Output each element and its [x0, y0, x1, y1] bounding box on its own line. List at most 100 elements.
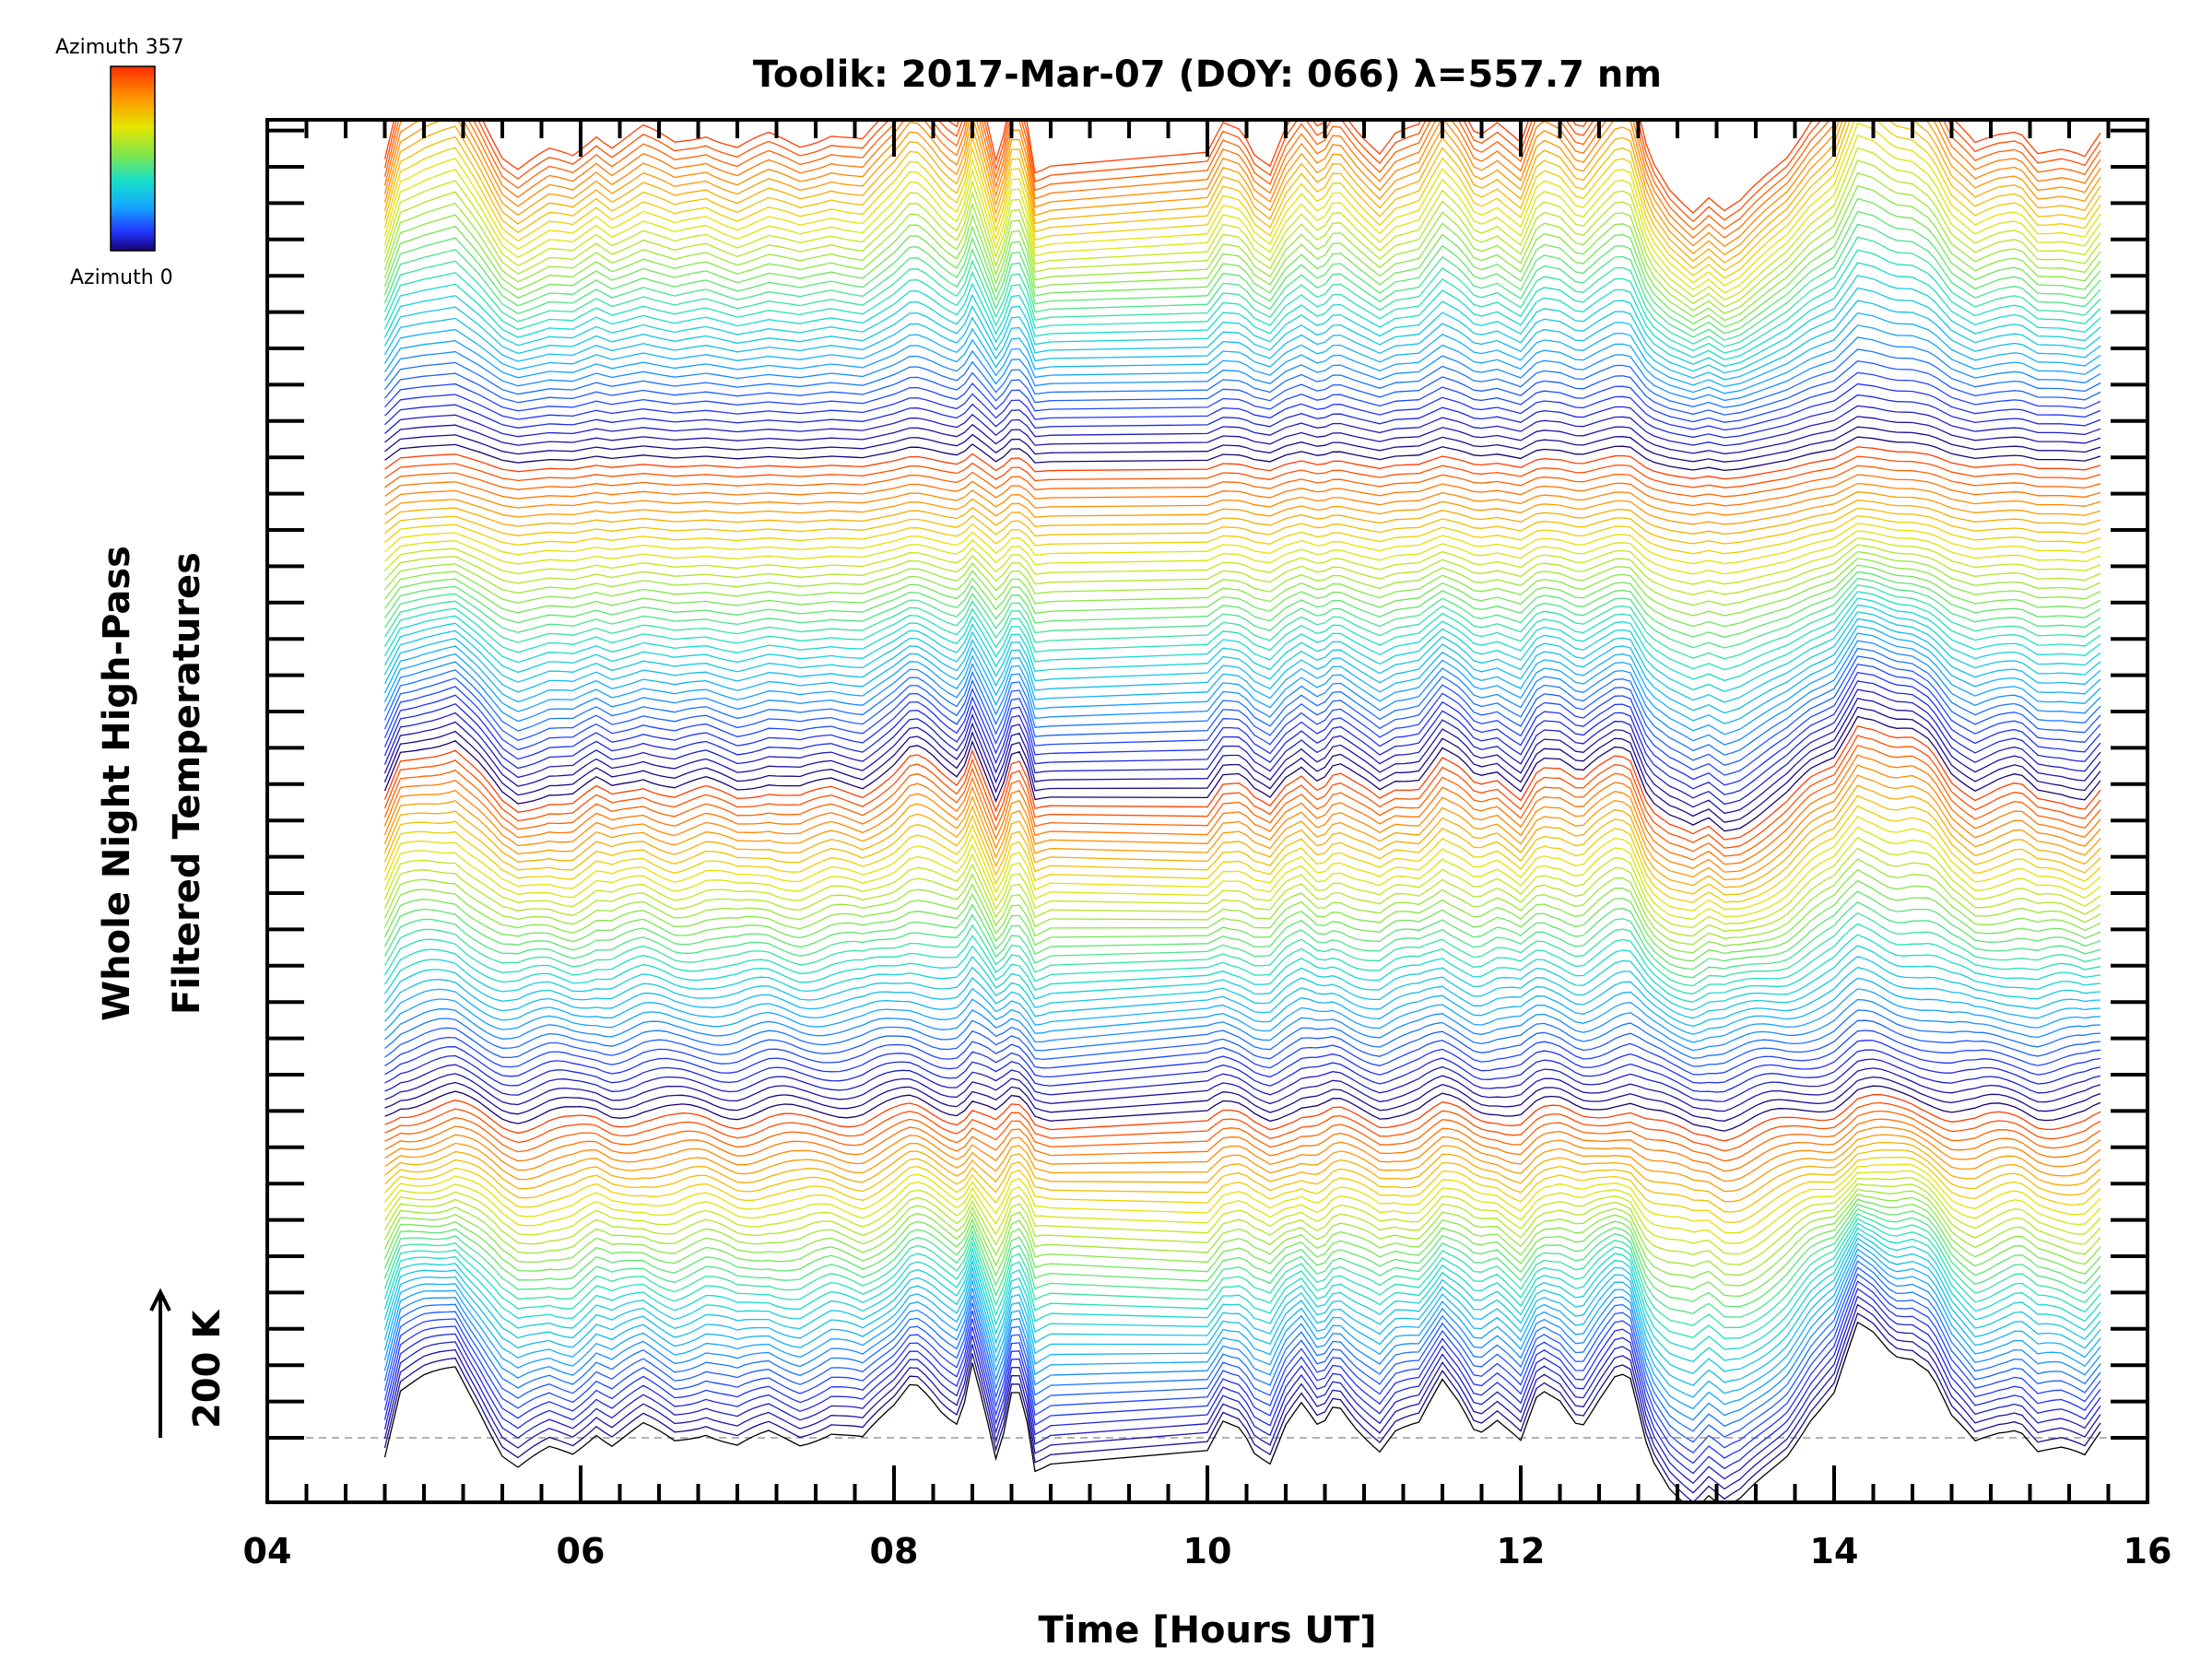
series-line-az-340_0 [383, 120, 2101, 272]
series-line-az-30_0 [383, 1237, 2101, 1386]
series-line-az-300_0 [383, 300, 2101, 381]
series-line-az-195_0 [383, 663, 2101, 776]
series-line-az-272_5 [384, 426, 2101, 463]
series-line-az-182_5 [383, 706, 2101, 823]
series-line-az-197_5 [383, 655, 2101, 767]
series-line-az-155_0 [383, 816, 2101, 912]
series-line-az-127_5 [383, 934, 2101, 1003]
scale-arrow [149, 1288, 171, 1438]
series-line-az-55_0 [383, 1188, 2101, 1277]
series-line-az-315_0 [383, 223, 2101, 341]
series-line-az-5_0 [383, 1303, 2101, 1494]
series-line-az-97_5 [384, 1058, 2101, 1102]
series-line-az-232_5 [383, 558, 2101, 617]
series-line-az-220_0 [383, 591, 2101, 671]
series-line-az-347_5 [383, 120, 2101, 248]
series-line-az-330_0 [383, 147, 2101, 301]
series-line-az-235_0 [384, 550, 2101, 606]
series-line-az-335_0 [383, 122, 2101, 287]
series-line-az-247_5 [384, 515, 2101, 555]
series-line-az-225_0 [383, 577, 2101, 649]
series-line-az-245_0 [384, 523, 2101, 565]
series-line-az-217_5 [383, 597, 2101, 682]
series-line-az-42_5 [383, 1212, 2101, 1329]
series-line-az-262_5 [384, 465, 2101, 498]
series-line-az-205_0 [383, 632, 2101, 735]
series-line-az-200_0 [383, 647, 2101, 756]
series-line-az-305_0 [383, 275, 2101, 367]
series-line-az-130_0 [383, 923, 2101, 995]
series-line-az-25_0 [383, 1248, 2101, 1410]
series-line-az-10_0 [383, 1288, 2101, 1475]
series-line-az-170_0 [383, 754, 2101, 865]
series-line-az-120_0 [383, 966, 2101, 1028]
series-line-az-60_0 [383, 1177, 2101, 1255]
series-line-az-40_0 [383, 1218, 2101, 1339]
x-tick-label-12: 12 [1497, 1531, 1546, 1571]
chart-title: Toolik: 2017-Mar-07 (DOY: 066) λ=557.7 n… [753, 53, 1662, 96]
series-line-az-77_5 [384, 1126, 2101, 1182]
series-line-az-35_0 [383, 1227, 2101, 1363]
series-line-az-252_5 [384, 499, 2101, 535]
series-line-az-230_0 [383, 564, 2101, 628]
series-line-az-287_5 [384, 360, 2101, 416]
series-line-az-180_0 [383, 715, 2101, 832]
series-line-az-105_0 [384, 1030, 2101, 1076]
series-line-az-80_0 [384, 1118, 2101, 1172]
scale-label: 200 K [186, 1309, 229, 1429]
colorbar-bottom-label: Azimuth 0 [70, 266, 173, 289]
series-line-az-192_5 [383, 671, 2101, 786]
series-line-az-242_5 [384, 530, 2101, 575]
series-line-az-187_5 [383, 688, 2101, 806]
series-line-az-62_5 [383, 1170, 2101, 1244]
series-line-az-310_0 [383, 249, 2101, 354]
series-line-az-107_5 [384, 1019, 2101, 1067]
series-line-az-72_5 [384, 1141, 2101, 1203]
series-line-az-37_5 [383, 1222, 2101, 1351]
series-line-az-57_5 [383, 1182, 2101, 1265]
series-line-az-167_5 [383, 764, 2101, 873]
series-line-az-125_0 [383, 945, 2101, 1011]
series-line-az-115_0 [384, 988, 2101, 1043]
series-line-az-47_5 [383, 1203, 2101, 1308]
series-line-az-20_0 [383, 1260, 2101, 1432]
series-line-az-7_5 [383, 1295, 2101, 1485]
series-line-az-320_0 [383, 197, 2101, 328]
series-line-az-325_0 [383, 172, 2101, 315]
series-line-az-165_0 [383, 774, 2101, 881]
series-line-az-32_5 [383, 1231, 2101, 1375]
series-line-az-90_0 [384, 1085, 2101, 1132]
series-line-az-112_5 [384, 998, 2101, 1052]
series-line-az-290_0 [383, 348, 2101, 408]
series-line-az-75_0 [384, 1134, 2101, 1193]
axis-ticks [265, 120, 2149, 1502]
series-line-az-2_5 [383, 1312, 2101, 1502]
series-line-az-145_0 [383, 858, 2101, 946]
series-line-az-297_5 [383, 312, 2101, 387]
series-line-az-212_5 [383, 611, 2101, 703]
series-line-az-87_5 [384, 1093, 2101, 1142]
series-line-az-285_0 [384, 371, 2101, 423]
series-line-az-22_5 [383, 1253, 2101, 1421]
series-line-az-45_0 [383, 1207, 2101, 1318]
series-line-az-270_0 [384, 436, 2101, 472]
series-line-az-147_5 [383, 847, 2101, 937]
series-line-az-265_0 [384, 455, 2101, 488]
series-line-az-280_0 [384, 394, 2101, 439]
x-tick-label-06: 06 [557, 1531, 606, 1571]
series-line-az-275_0 [384, 416, 2101, 454]
series-line-az-82_5 [384, 1110, 2101, 1162]
series-line-az-162_5 [383, 784, 2101, 888]
series-line-az-190_0 [383, 680, 2101, 795]
series-line-az-240_0 [384, 536, 2101, 585]
x-tick-label-04: 04 [243, 1531, 292, 1571]
series-line-az-142_5 [383, 868, 2101, 954]
series-line-az-85_0 [384, 1101, 2101, 1152]
plot-frame [265, 118, 2149, 1504]
series-line-az-185_0 [383, 697, 2101, 815]
series-line-az-157_5 [383, 805, 2101, 903]
series-line-az-27_5 [383, 1242, 2101, 1398]
x-axis-label: Time [Hours UT] [1039, 1609, 1377, 1652]
series-line-az-210_0 [383, 618, 2101, 714]
series-line-az-160_0 [383, 794, 2101, 896]
